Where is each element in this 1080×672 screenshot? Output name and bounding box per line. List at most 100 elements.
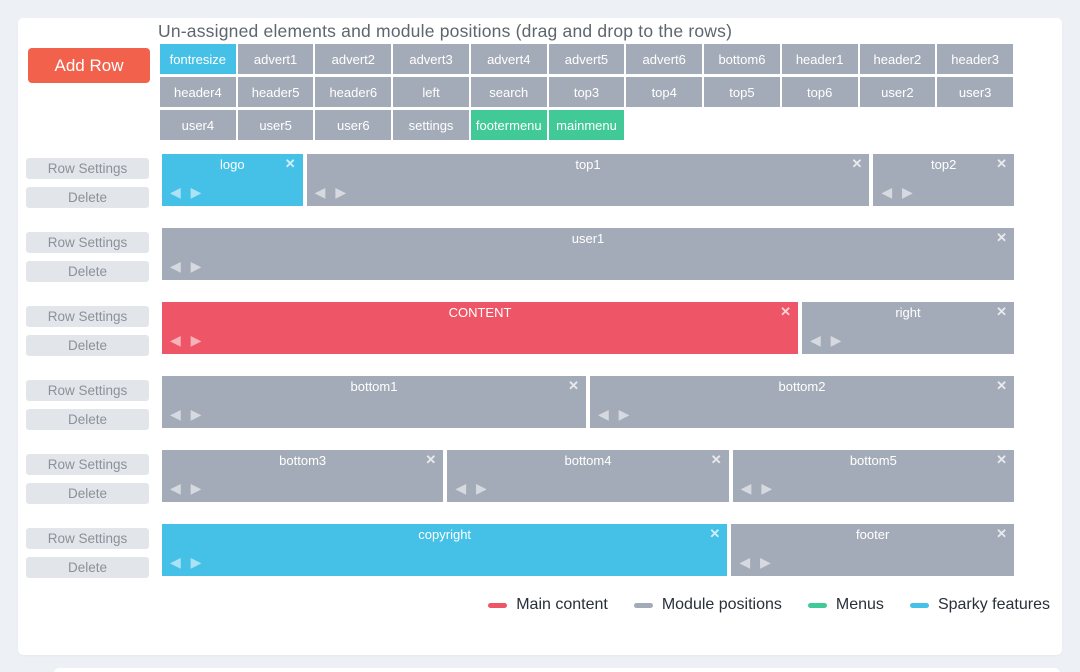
resize-arrows-icon[interactable]: ◀ ▶ (314, 184, 350, 200)
row-settings-button[interactable]: Row Settings (26, 454, 149, 475)
module-block-footer[interactable]: footer ✕ ◀ ▶ (731, 524, 1014, 576)
palette-tile-advert2[interactable]: advert2 (315, 44, 392, 74)
module-block-content[interactable]: CONTENT ✕ ◀ ▶ (162, 302, 798, 354)
row-delete-button[interactable]: Delete (26, 483, 149, 504)
module-block-label: copyright (418, 527, 472, 542)
palette-tile-header2[interactable]: header2 (859, 44, 936, 74)
palette-tile-search[interactable]: search (470, 77, 547, 107)
close-icon[interactable]: ✕ (284, 156, 296, 171)
resize-arrows-icon[interactable]: ◀ ▶ (170, 554, 205, 570)
resize-arrows-icon[interactable]: ◀ ▶ (170, 480, 205, 496)
palette-tile-left[interactable]: left (393, 77, 469, 107)
row-controls: Row Settings Delete (26, 376, 149, 430)
row-delete-button[interactable]: Delete (26, 335, 149, 356)
row-blocks: bottom1 ✕ ◀ ▶ bottom2 ✕ ◀ ▶ (162, 376, 1014, 428)
row-settings-button[interactable]: Row Settings (26, 380, 149, 401)
close-icon[interactable]: ✕ (425, 452, 437, 467)
module-block-label: right (895, 305, 921, 320)
palette-tile-user6[interactable]: user6 (315, 110, 392, 140)
palette-tile-settings[interactable]: settings (393, 110, 469, 140)
close-icon[interactable]: ✕ (996, 230, 1007, 245)
module-block-label: bottom1 (350, 379, 398, 394)
palette-tile-advert6[interactable]: advert6 (626, 44, 703, 74)
legend-item-menu: Menus (807, 596, 884, 614)
module-block-bottom2[interactable]: bottom2 ✕ ◀ ▶ (590, 376, 1014, 428)
resize-arrows-icon[interactable]: ◀ ▶ (810, 332, 845, 348)
palette-tile-header3[interactable]: header3 (937, 44, 1013, 74)
module-block-bottom1[interactable]: bottom1 ✕ ◀ ▶ (162, 376, 586, 428)
resize-arrows-icon[interactable]: ◀ ▶ (170, 258, 205, 274)
legend-item-content: Main content (488, 596, 608, 614)
palette-tile-bottom6[interactable]: bottom6 (704, 44, 780, 74)
palette-tile-advert4[interactable]: advert4 (470, 44, 547, 74)
resize-arrows-icon[interactable]: ◀ ▶ (881, 184, 916, 200)
palette-tile-user4[interactable]: user4 (160, 110, 236, 140)
close-icon[interactable]: ✕ (710, 452, 722, 467)
module-block-logo[interactable]: logo ✕ ◀ ▶ (162, 154, 303, 206)
palette-tile-header5[interactable]: header5 (237, 77, 314, 107)
palette-tile-user3[interactable]: user3 (937, 77, 1013, 107)
layout-rows: Row Settings Delete logo ✕ ◀ ▶ top1 ✕ ◀ ▶ top2 ✕ ◀… (26, 154, 1015, 598)
palette-tile-top4[interactable]: top4 (626, 77, 703, 107)
palette-tile-top5[interactable]: top5 (704, 77, 780, 107)
close-icon[interactable]: ✕ (996, 452, 1007, 467)
module-block-bottom5[interactable]: bottom5 ✕ ◀ ▶ (732, 450, 1014, 502)
row-controls: Row Settings Delete (26, 228, 149, 282)
row-delete-button[interactable]: Delete (26, 187, 149, 208)
close-icon[interactable]: ✕ (996, 526, 1007, 541)
palette-tile-footermenu[interactable]: footermenu (470, 110, 547, 140)
row-controls: Row Settings Delete (26, 450, 149, 504)
palette-tile-top6[interactable]: top6 (781, 77, 858, 107)
palette-tile-user5[interactable]: user5 (237, 110, 314, 140)
layout-row-1: Row Settings Delete logo ✕ ◀ ▶ top1 ✕ ◀ ▶ top2 ✕ ◀… (26, 154, 1015, 208)
resize-arrows-icon[interactable]: ◀ ▶ (740, 480, 776, 496)
resize-arrows-icon[interactable]: ◀ ▶ (739, 554, 774, 570)
row-blocks: bottom3 ✕ ◀ ▶ bottom4 ✕ ◀ ▶ bottom5 ✕ ◀ ▶ (162, 450, 1014, 502)
module-block-top1[interactable]: top1 ✕ ◀ ▶ (306, 154, 870, 206)
close-icon[interactable]: ✕ (851, 156, 863, 171)
palette-tile-fontresize[interactable]: fontresize (160, 44, 236, 74)
add-row-button[interactable]: Add Row (28, 48, 150, 83)
module-block-top2[interactable]: top2 ✕ ◀ ▶ (873, 154, 1015, 206)
close-icon[interactable]: ✕ (568, 378, 579, 393)
module-block-bottom3[interactable]: bottom3 ✕ ◀ ▶ (162, 450, 444, 502)
close-icon[interactable]: ✕ (709, 526, 721, 541)
layout-row-5: Row Settings Delete bottom3 ✕ ◀ ▶ bottom4 ✕ ◀ ▶… (26, 450, 1014, 504)
legend-label: Main content (516, 596, 608, 613)
resize-arrows-icon[interactable]: ◀ ▶ (170, 332, 205, 348)
resize-arrows-icon[interactable]: ◀ ▶ (170, 406, 205, 422)
module-block-right[interactable]: right ✕ ◀ ▶ (802, 302, 1014, 354)
row-delete-button[interactable]: Delete (26, 409, 149, 430)
palette-tile-advert5[interactable]: advert5 (548, 44, 625, 74)
palette-tile-mainmenu[interactable]: mainmenu (548, 110, 625, 140)
row-settings-button[interactable]: Row Settings (26, 232, 149, 253)
resize-arrows-icon[interactable]: ◀ ▶ (170, 184, 205, 200)
palette-tile-advert1[interactable]: advert1 (237, 44, 314, 74)
row-blocks: logo ✕ ◀ ▶ top1 ✕ ◀ ▶ top2 ✕ ◀ ▶ (162, 154, 1015, 206)
legend-swatch-icon (909, 602, 929, 608)
palette-tile-header4[interactable]: header4 (160, 77, 236, 107)
palette-tile-header1[interactable]: header1 (781, 44, 858, 74)
resize-arrows-icon[interactable]: ◀ ▶ (598, 406, 633, 422)
close-icon[interactable]: ✕ (996, 378, 1007, 393)
resize-arrows-icon[interactable]: ◀ ▶ (455, 480, 490, 496)
row-settings-button[interactable]: Row Settings (26, 528, 149, 549)
row-controls: Row Settings Delete (26, 524, 149, 578)
row-settings-button[interactable]: Row Settings (26, 306, 149, 327)
page-title: Un-assigned elements and module position… (158, 21, 733, 41)
palette-tile-user2[interactable]: user2 (859, 77, 936, 107)
legend-swatch-icon (488, 602, 508, 608)
palette-tile-advert3[interactable]: advert3 (393, 44, 469, 74)
row-settings-button[interactable]: Row Settings (26, 158, 149, 179)
next-card-edge (54, 668, 1060, 672)
row-delete-button[interactable]: Delete (26, 557, 149, 578)
module-block-copyright[interactable]: copyright ✕ ◀ ▶ (162, 524, 728, 576)
close-icon[interactable]: ✕ (996, 304, 1007, 319)
module-block-bottom4[interactable]: bottom4 ✕ ◀ ▶ (447, 450, 729, 502)
module-block-user1[interactable]: user1 ✕ ◀ ▶ (162, 228, 1014, 280)
close-icon[interactable]: ✕ (780, 304, 791, 319)
palette-tile-top3[interactable]: top3 (548, 77, 625, 107)
close-icon[interactable]: ✕ (996, 156, 1008, 171)
row-delete-button[interactable]: Delete (26, 261, 149, 282)
palette-tile-header6[interactable]: header6 (315, 77, 392, 107)
